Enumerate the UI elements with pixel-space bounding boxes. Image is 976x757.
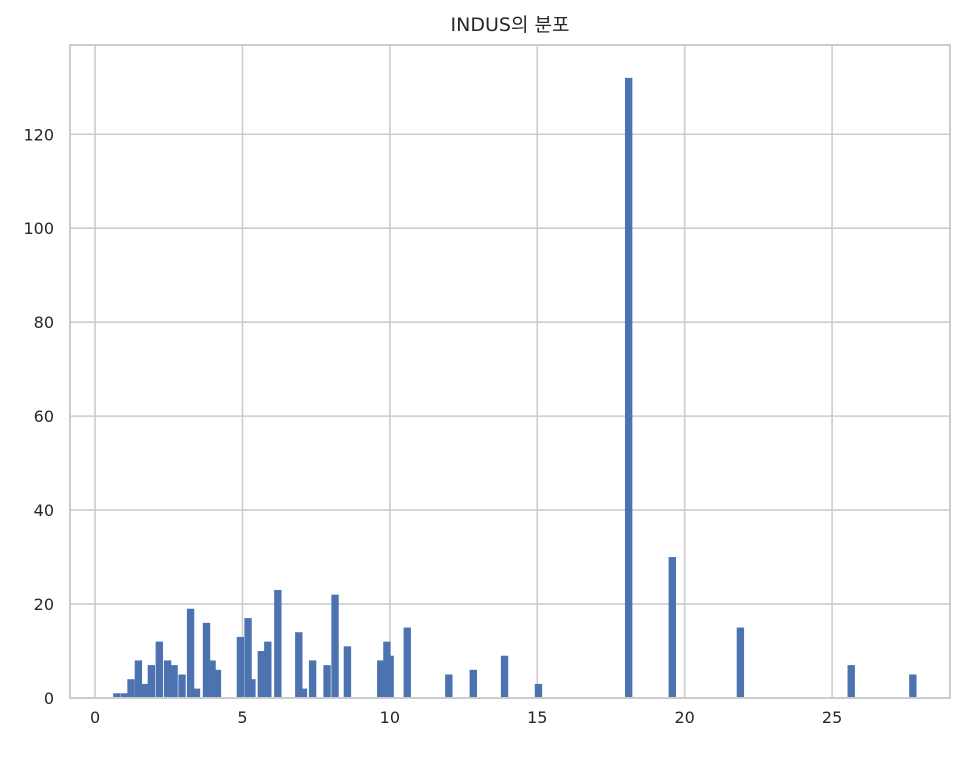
bar	[186, 608, 195, 698]
bar	[202, 622, 211, 698]
bar	[295, 632, 303, 698]
bar	[299, 688, 308, 698]
bar	[155, 641, 164, 698]
y-tick-label: 20	[34, 595, 54, 614]
bar	[163, 660, 172, 698]
y-tick-label: 120	[23, 125, 54, 144]
bar	[323, 665, 331, 698]
y-tick-label: 0	[44, 689, 54, 708]
bar	[847, 665, 855, 698]
bar	[257, 651, 266, 698]
bar	[264, 641, 272, 698]
bar	[147, 665, 156, 698]
y-tick-label: 60	[34, 407, 54, 426]
x-tick-label: 5	[237, 708, 247, 727]
bar	[445, 674, 453, 698]
bar	[274, 589, 282, 698]
x-tick-label: 25	[822, 708, 842, 727]
bar	[534, 683, 543, 698]
bar	[386, 655, 394, 698]
bar	[736, 627, 745, 698]
y-tick-label: 40	[34, 501, 54, 520]
y-tick-label: 100	[23, 219, 54, 238]
bar	[469, 669, 477, 698]
bar	[213, 669, 222, 698]
bar	[113, 693, 121, 698]
bar	[236, 636, 245, 698]
bar	[377, 660, 385, 698]
bar	[141, 683, 149, 698]
x-tick-label: 10	[380, 708, 400, 727]
x-tick-label: 15	[527, 708, 547, 727]
plot-frame	[69, 44, 951, 699]
bar	[248, 679, 256, 698]
bar	[178, 674, 186, 698]
x-tick-label: 20	[674, 708, 694, 727]
bar	[668, 557, 676, 698]
chart-title: INDUS의 분포	[450, 14, 570, 36]
bar	[624, 77, 633, 699]
bar	[120, 693, 129, 698]
bar	[208, 660, 216, 698]
bar	[127, 679, 135, 698]
bar	[134, 660, 143, 698]
bar	[403, 627, 411, 698]
bar	[192, 688, 201, 698]
y-tick-label: 80	[34, 313, 54, 332]
x-tick-label: 0	[90, 708, 100, 727]
bar	[343, 646, 352, 698]
bar	[909, 674, 917, 698]
bar	[308, 660, 317, 698]
bar	[244, 618, 252, 698]
bar	[331, 594, 339, 698]
bar	[500, 655, 509, 698]
bar	[170, 665, 178, 698]
